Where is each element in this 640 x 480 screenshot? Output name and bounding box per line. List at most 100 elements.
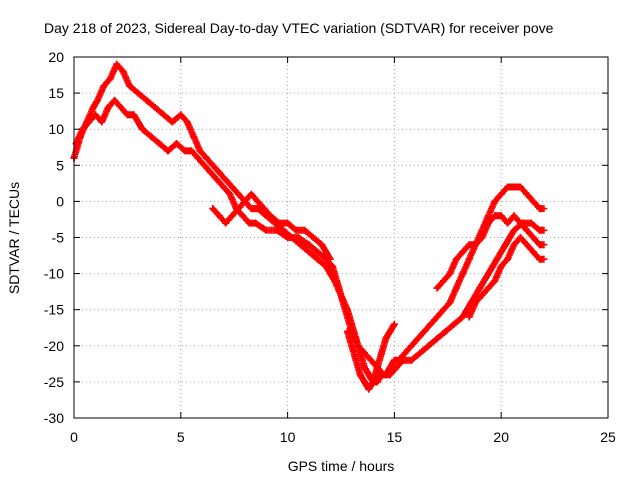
data-point: [341, 306, 349, 314]
data-point: [407, 342, 415, 350]
data-point: [433, 313, 441, 321]
points-layer: [70, 60, 548, 393]
data-point: [427, 320, 435, 328]
data-point: [501, 241, 509, 249]
data-point: [183, 118, 191, 126]
data-point: [151, 104, 159, 112]
data-point: [523, 226, 531, 234]
data-point: [450, 320, 458, 328]
data-point: [187, 147, 195, 155]
data-point: [254, 205, 262, 213]
data-point: [540, 255, 548, 263]
x-tick-label: 20: [493, 429, 509, 445]
data-point: [369, 378, 377, 386]
data-point: [523, 190, 531, 198]
data-point: [284, 219, 292, 227]
data-point: [126, 82, 134, 90]
data-point: [414, 335, 422, 343]
data-point: [365, 371, 373, 379]
data-point: [386, 327, 394, 335]
data-point: [200, 161, 208, 169]
data-point: [215, 212, 223, 220]
data-point: [234, 205, 242, 213]
y-tick-label: -30: [44, 410, 64, 426]
y-tick-label: -10: [44, 266, 64, 282]
data-point: [181, 147, 189, 155]
data-point: [247, 205, 255, 213]
data-point: [529, 197, 537, 205]
data-point: [484, 270, 492, 278]
data-point: [239, 212, 247, 220]
data-point: [446, 298, 454, 306]
data-point: [491, 212, 499, 220]
data-point: [510, 183, 518, 191]
data-point: [476, 284, 484, 292]
data-point: [98, 118, 106, 126]
data-point: [425, 342, 433, 350]
data-point: [491, 277, 499, 285]
data-point: [493, 255, 501, 263]
data-point: [390, 320, 398, 328]
data-point: [202, 154, 210, 162]
y-tick-label: -15: [44, 302, 64, 318]
data-point: [318, 241, 326, 249]
data-point: [119, 67, 127, 75]
data-point: [504, 183, 512, 191]
y-tick-label: 10: [48, 121, 64, 137]
data-point: [284, 234, 292, 241]
data-point: [452, 284, 460, 292]
data-point: [215, 169, 223, 177]
data-point: [267, 212, 275, 220]
data-point: [234, 190, 242, 198]
chart-title: Day 218 of 2023, Sidereal Day-to-day VTE…: [44, 20, 554, 36]
data-point: [510, 226, 518, 234]
data-point: [117, 104, 125, 112]
data-point: [380, 371, 388, 379]
data-point: [322, 262, 330, 270]
data-point: [416, 349, 424, 357]
data-point: [273, 226, 281, 234]
x-tick-label: 0: [70, 429, 78, 445]
data-point: [465, 241, 473, 249]
data-point: [446, 270, 454, 278]
data-point: [440, 277, 448, 285]
data-point: [527, 219, 535, 227]
data-point: [111, 96, 119, 104]
data-point: [360, 349, 368, 357]
data-point: [194, 154, 202, 162]
series-track-e: [433, 212, 548, 292]
data-point: [510, 241, 518, 249]
data-point: [301, 226, 309, 234]
series-track-d: [343, 320, 398, 393]
data-point: [326, 255, 334, 263]
series-track-f: [465, 234, 548, 321]
data-point: [328, 262, 336, 270]
data-point: [382, 335, 390, 343]
series-track-c: [209, 190, 334, 263]
data-point: [93, 96, 101, 104]
data-point: [164, 147, 172, 155]
data-point: [516, 234, 524, 241]
data-point: [220, 183, 228, 191]
data-point: [173, 140, 181, 148]
data-point: [305, 241, 313, 249]
data-point: [228, 212, 236, 220]
x-axis-title: GPS time / hours: [288, 458, 395, 474]
data-point: [472, 241, 480, 249]
x-tick-label: 15: [387, 429, 403, 445]
data-point: [393, 363, 401, 371]
y-tick-label: -5: [52, 230, 65, 246]
data-point: [143, 96, 151, 104]
data-point: [360, 378, 368, 386]
data-point: [147, 132, 155, 140]
data-point: [433, 335, 441, 343]
x-tick-label: 5: [177, 429, 185, 445]
data-point: [177, 111, 185, 119]
y-tick-label: 15: [48, 85, 64, 101]
data-point: [465, 313, 473, 321]
data-point: [226, 190, 234, 198]
data-point: [262, 226, 270, 234]
y-tick-label: -20: [44, 338, 64, 354]
data-point: [378, 349, 386, 357]
data-point: [209, 161, 217, 169]
